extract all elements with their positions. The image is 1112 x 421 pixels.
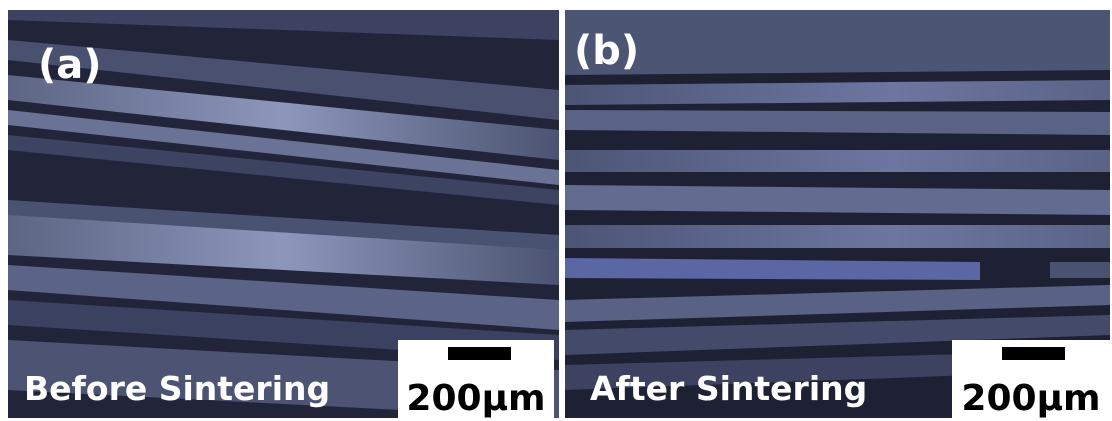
scale-label: 200μm	[406, 378, 545, 419]
caption: After Sintering	[590, 369, 867, 408]
panel-label: (b)	[574, 28, 639, 74]
scale-label: 200μm	[961, 378, 1100, 419]
figure: (a) Before Sintering 200μm (b) After Sin…	[0, 0, 1112, 421]
caption: Before Sintering	[24, 369, 330, 408]
panel-label: (a)	[38, 42, 102, 88]
scale-bar	[448, 347, 511, 360]
scale-bar	[1002, 347, 1065, 360]
page: (a) Before Sintering 200μm (b) After Sin…	[0, 0, 1112, 421]
